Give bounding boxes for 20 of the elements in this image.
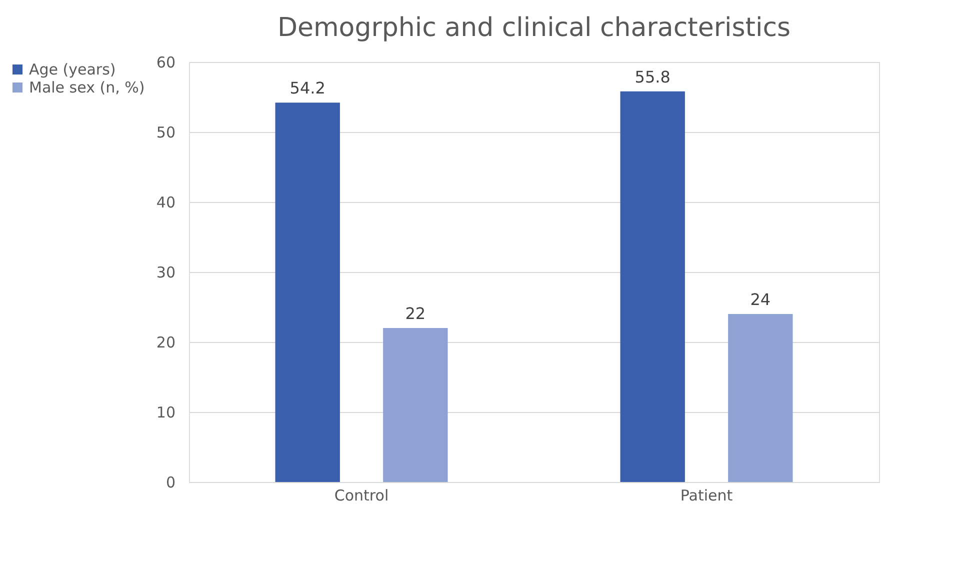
bar bbox=[383, 328, 448, 482]
data-label: 55.8 bbox=[634, 67, 670, 86]
y-tick-label: 50 bbox=[156, 124, 176, 142]
data-label: 24 bbox=[750, 290, 771, 309]
x-tick-label: Patient bbox=[680, 486, 733, 504]
y-tick-label: 10 bbox=[156, 404, 176, 422]
bar bbox=[728, 314, 793, 482]
y-tick-label: 20 bbox=[156, 334, 176, 352]
data-label: 22 bbox=[405, 304, 426, 323]
bar bbox=[275, 102, 340, 482]
bar bbox=[620, 91, 685, 482]
x-tick-label: Control bbox=[334, 486, 389, 504]
data-label: 54.2 bbox=[290, 78, 326, 98]
chart-title: Demogrphic and clinical characteristics bbox=[277, 13, 791, 43]
legend-label: Age (years) bbox=[29, 60, 116, 78]
y-tick-label: 60 bbox=[156, 54, 176, 72]
y-tick-label: 0 bbox=[166, 474, 176, 492]
legend-label: Male sex (n, %) bbox=[29, 78, 145, 96]
y-tick-label: 40 bbox=[156, 194, 176, 212]
y-tick-label: 30 bbox=[156, 264, 176, 282]
